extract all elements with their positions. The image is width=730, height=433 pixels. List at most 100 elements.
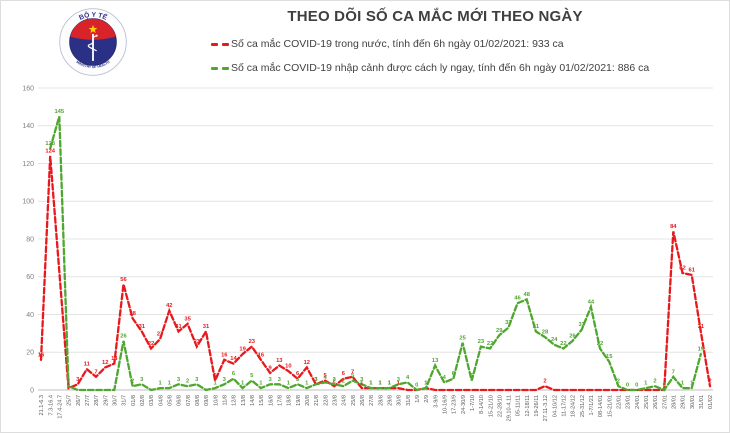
x-tick-label: 05-11/11 — [516, 395, 522, 416]
data-point-label: 26 — [569, 333, 576, 339]
x-tick-label: 08/8 — [195, 395, 201, 406]
data-point-label: 23 — [478, 339, 485, 345]
domestic-dash-marker-icon — [222, 42, 229, 46]
data-point-label: 1 — [681, 381, 685, 387]
data-point-label: 2 — [342, 379, 345, 385]
data-point-label: 31 — [139, 324, 146, 330]
data-point-label: 1 — [424, 381, 428, 387]
data-point-label: 84 — [670, 224, 677, 230]
data-point-label: 38 — [129, 311, 136, 317]
x-tick-label: 26/8 — [360, 395, 366, 406]
snake-head — [95, 34, 98, 37]
data-point-label: 13 — [276, 358, 283, 364]
y-tick-label: 100 — [22, 199, 34, 206]
data-point-label: 3 — [278, 377, 282, 383]
x-tick-label: 16/8 — [268, 395, 274, 406]
data-point-label: 5 — [470, 373, 474, 379]
y-tick-label: 0 — [30, 387, 34, 394]
data-point-label: 1 — [360, 381, 364, 387]
data-point-label: 2 — [617, 379, 620, 385]
data-point-label: 1 — [287, 381, 291, 387]
x-tick-label: 1-7/1/21 — [589, 395, 595, 416]
x-tick-label: 13/8 — [241, 395, 247, 406]
x-tick-label: 30/7 — [113, 395, 119, 406]
x-tick-label: 10/8 — [213, 395, 219, 406]
x-tick-label: 2/9 — [424, 395, 430, 403]
logo-top-text: BỘ Y TẾ — [78, 10, 109, 22]
x-tick-label: 31/7 — [122, 395, 128, 406]
x-tick-label: 15/8 — [259, 395, 265, 406]
data-point-label: 22 — [148, 341, 154, 347]
x-tick-label: 18-24/12 — [571, 395, 577, 417]
data-point-label: 124 — [45, 148, 55, 154]
data-point-label: 1 — [259, 381, 263, 387]
data-point-label: 62 — [679, 266, 685, 272]
data-point-label: 23 — [249, 339, 256, 345]
x-tick-label: 15-21/10 — [488, 395, 494, 417]
x-tick-label: 29/8 — [387, 395, 393, 406]
x-tick-label: 08-14/01 — [598, 395, 604, 417]
x-tick-label: 22-28/10 — [497, 395, 503, 417]
data-point-label: 1 — [388, 381, 392, 387]
data-point-label: 31 — [203, 324, 210, 330]
data-point-label: 6 — [296, 371, 300, 377]
data-point-label: 3 — [360, 377, 364, 383]
x-tick-label: 25/7 — [67, 395, 73, 406]
data-point-label: 2 — [543, 379, 546, 385]
legend-item-domestic: Số ca mắc COVID-19 trong nước, tính đến … — [211, 32, 649, 56]
x-tick-label: 30/8 — [397, 395, 403, 406]
data-point-label: 13 — [432, 358, 439, 364]
data-point-label: 28 — [542, 330, 549, 336]
data-point-label: 5 — [351, 373, 355, 379]
asclepius-snake-icon — [87, 35, 98, 52]
x-tick-label: 14/8 — [250, 395, 256, 406]
data-point-label: 3 — [314, 377, 318, 383]
data-point-label: 1 — [369, 381, 373, 387]
data-point-label: 6 — [342, 371, 346, 377]
data-point-label: 1 — [67, 381, 71, 387]
data-point-label: 24 — [551, 337, 558, 343]
x-tick-label: 05/8 — [168, 395, 174, 406]
x-tick-label: 3-9/9 — [433, 395, 439, 408]
data-point-label: 31 — [175, 324, 182, 330]
y-tick-label: 40 — [26, 312, 34, 319]
x-tick-label: 15-21/01 — [607, 395, 613, 417]
x-tick-label: 02/8 — [140, 395, 146, 406]
data-point-label: 3 — [195, 377, 199, 383]
data-point-label: 16 — [221, 352, 228, 358]
data-point-label: 7 — [351, 369, 354, 375]
x-tick-label: 04-10/12 — [552, 395, 558, 417]
x-tick-label: 07/8 — [186, 395, 192, 406]
x-tick-label: 31/8 — [406, 395, 412, 406]
x-tick-label: 29/01 — [681, 395, 687, 409]
data-labels-domestic: 1612413117121456383122274231352331516141… — [38, 148, 712, 386]
x-tick-label: 25-31/12 — [580, 395, 586, 417]
data-point-label: 5 — [213, 373, 217, 379]
x-tick-label: 17/8 — [278, 395, 284, 406]
data-point-label: 2 — [131, 379, 134, 385]
data-point-label: 33 — [505, 320, 512, 326]
x-tick-label: 11/8 — [223, 395, 229, 405]
data-point-label: 3 — [333, 377, 337, 383]
x-tick-label: 12/8 — [232, 395, 238, 406]
x-tick-label: 27.11-3.12 — [543, 395, 549, 421]
x-tick-label: 23/8 — [333, 395, 339, 406]
x-tick-label: 28/7 — [94, 395, 100, 406]
ministry-of-health-logo: BỘ Y TẾ MINISTRY OF HEALTH — [59, 8, 127, 76]
data-point-label: 11 — [84, 362, 91, 368]
data-point-label: 1 — [378, 381, 382, 387]
data-point-label: 22 — [560, 341, 566, 347]
x-tick-label: 19-26/11 — [534, 395, 540, 417]
data-point-label: 48 — [523, 292, 530, 298]
data-point-label: 26 — [120, 333, 127, 339]
x-tick-label: 29/7 — [103, 395, 109, 406]
data-point-label: 46 — [514, 296, 521, 302]
data-point-label: 16 — [258, 352, 265, 358]
x-tick-label: 24/01 — [635, 395, 641, 409]
x-tick-label: 01/02 — [708, 395, 714, 409]
data-point-label: 0 — [626, 383, 629, 389]
x-tick-label: 23/01 — [626, 395, 632, 409]
data-point-label: 5 — [250, 373, 254, 379]
data-point-label: 10 — [285, 364, 291, 370]
